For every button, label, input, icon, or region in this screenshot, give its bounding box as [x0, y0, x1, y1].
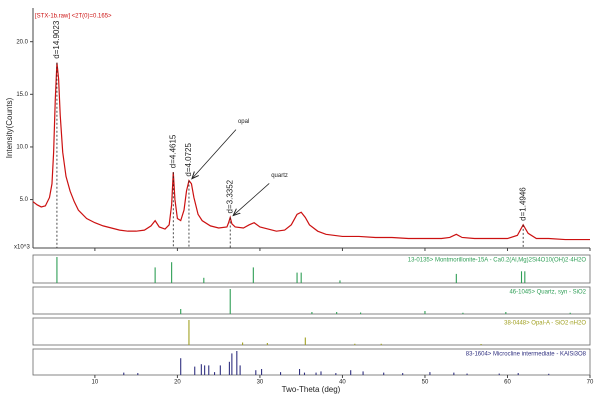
reference-panel — [32, 317, 591, 346]
y-tick-label: 20.0 — [16, 39, 28, 45]
x-tick-label: 60 — [504, 380, 511, 386]
reference-panel — [32, 348, 591, 376]
x-tick-label: 50 — [422, 380, 429, 386]
peak-label: d=4.0725 — [184, 142, 193, 176]
reference-panel — [32, 254, 591, 284]
peak-label: d=14.9023 — [52, 20, 61, 59]
peak-label: d=1.4946 — [518, 187, 527, 221]
reference-panel — [32, 286, 591, 315]
x-tick-label: 10 — [92, 380, 99, 386]
reference-label: 46-1045> Quartz, syn - SiO2 — [509, 290, 586, 296]
y-tick-label: 15.0 — [16, 92, 28, 98]
y-tick-label: 10.0 — [16, 145, 28, 151]
peak-label: d=4.4615 — [168, 134, 177, 168]
chart-title: [STX-1b.raw] <2T(0)=0.165> — [35, 14, 112, 20]
phase-arrow — [192, 129, 237, 179]
x-tick-label: 30 — [257, 380, 264, 386]
phase-arrow — [233, 183, 270, 215]
peak-label: d=3.3352 — [225, 179, 234, 213]
reference-label: 83-1604> Microcline intermediate - KAlSi… — [466, 352, 587, 358]
x-tick-label: 40 — [339, 380, 346, 386]
phase-label: quartz — [271, 173, 288, 179]
y-unit-label: x10^3 — [14, 245, 30, 251]
y-tick-label: 5.0 — [20, 197, 29, 203]
x-axis-label: Two-Theta (deg) — [282, 385, 341, 394]
x-tick-label: 20 — [174, 380, 181, 386]
x-tick-label: 70 — [587, 380, 594, 386]
data-line — [32, 62, 590, 241]
y-axis-label: Intensity(Counts) — [5, 97, 14, 158]
phase-label: opal — [238, 119, 249, 125]
reference-label: 38-0448> Opal-A - SiO2·nH2O — [504, 321, 586, 327]
reference-label: 13-0135> Montmorillonite-15A - Ca0.2(Al,… — [408, 258, 587, 264]
